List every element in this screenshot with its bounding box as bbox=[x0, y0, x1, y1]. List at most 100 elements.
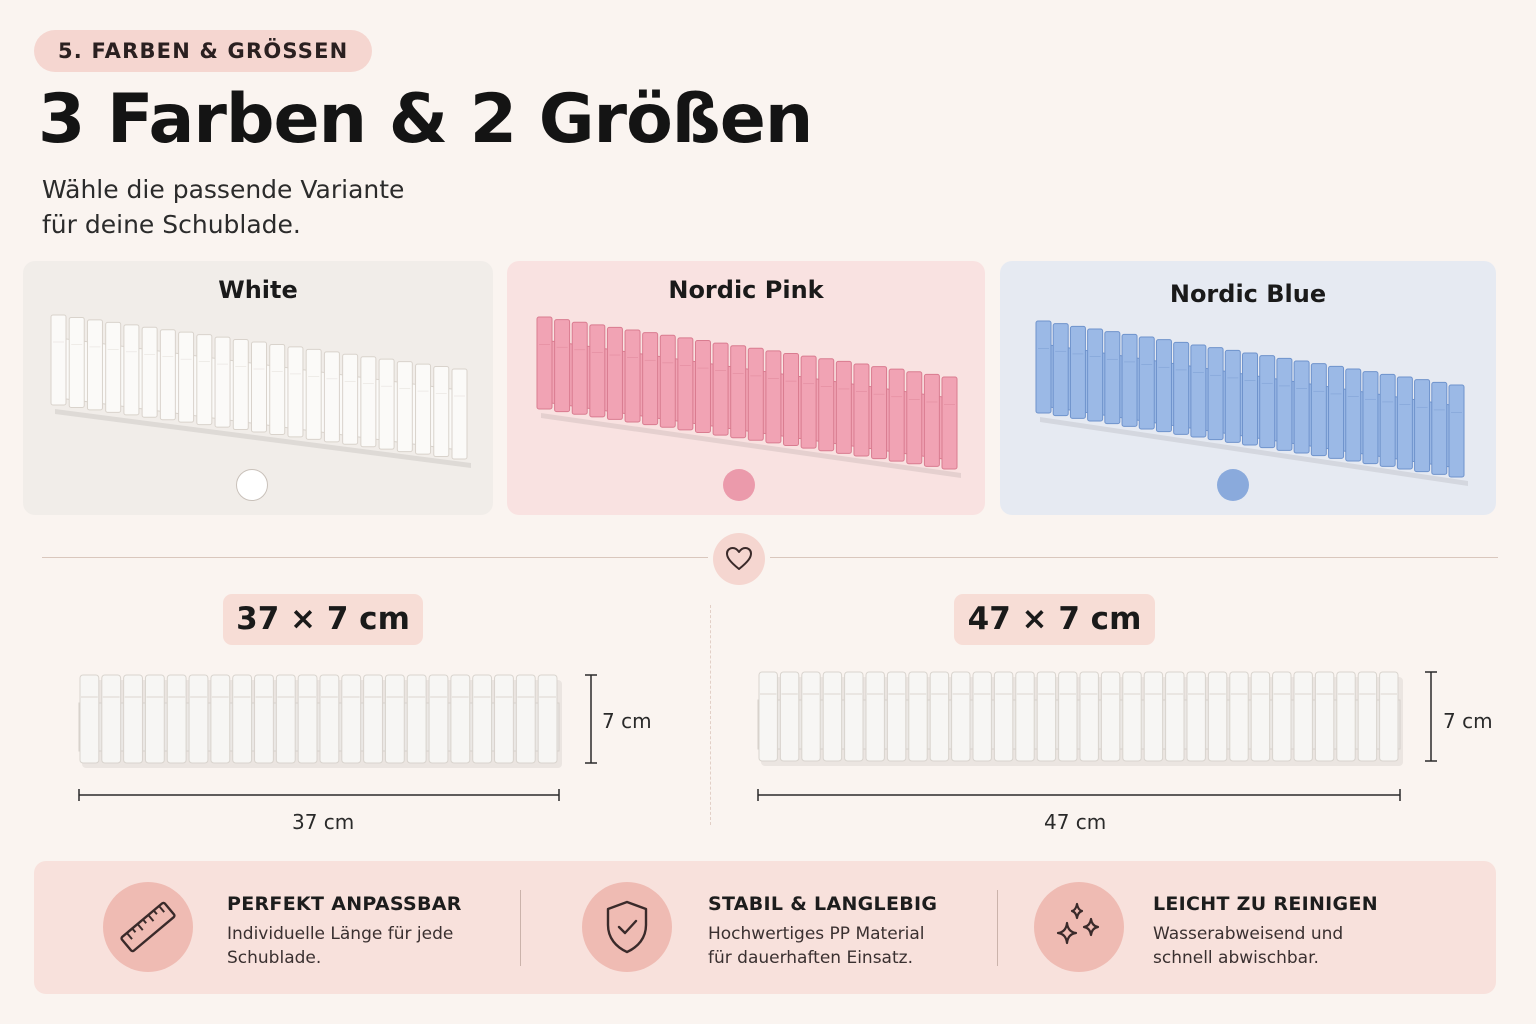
divider-slat bbox=[1293, 671, 1313, 762]
color-card-white[interactable]: White bbox=[23, 261, 493, 515]
divider-slat bbox=[1122, 671, 1142, 762]
divider-slat bbox=[1121, 333, 1138, 427]
divider-slat bbox=[1138, 336, 1155, 430]
divider-slat bbox=[86, 319, 103, 411]
size-column-divider bbox=[710, 605, 711, 825]
feature-easy-clean: LEICHT ZU REINIGEN Wasserabweisend und s… bbox=[998, 861, 1496, 994]
sparkles-icon bbox=[1056, 902, 1100, 945]
divider-slat bbox=[433, 366, 450, 458]
height-label-47: 7 cm bbox=[1443, 709, 1493, 733]
divider-slat bbox=[210, 674, 231, 764]
divider-slat bbox=[1357, 671, 1378, 762]
divider-slat bbox=[1224, 349, 1241, 443]
divider-slat bbox=[1250, 671, 1271, 762]
divider-slat bbox=[779, 671, 800, 762]
size-diagram-47cm bbox=[757, 671, 1437, 801]
divider-slat bbox=[1155, 339, 1172, 433]
divider-slat bbox=[929, 671, 950, 762]
divider-slat bbox=[606, 326, 623, 420]
divider-strip bbox=[1035, 320, 1468, 486]
ruler-icon-circle bbox=[103, 882, 193, 972]
divider-slat bbox=[941, 376, 958, 470]
divider-slat bbox=[1336, 671, 1356, 762]
divider-slat bbox=[232, 339, 249, 431]
divider-slat bbox=[123, 674, 143, 764]
divider-slat bbox=[906, 371, 923, 465]
divider-strip bbox=[536, 316, 961, 478]
divider-slat bbox=[1259, 355, 1276, 449]
feature-text-line: Hochwertiges PP Material bbox=[708, 924, 925, 944]
page-subtitle: Wähle die passende Variante für deine Sc… bbox=[42, 172, 404, 242]
divider-slat bbox=[844, 671, 864, 762]
divider-slat bbox=[196, 334, 213, 426]
sparkles-icon-circle bbox=[1034, 882, 1124, 972]
divider-slat bbox=[384, 674, 405, 764]
divider-slat bbox=[1448, 384, 1465, 478]
divider-slat bbox=[415, 363, 432, 455]
color-swatch-nordic-pink[interactable] bbox=[723, 469, 755, 501]
divider-slat bbox=[1100, 671, 1121, 762]
divider-slat bbox=[297, 674, 318, 764]
divider-slat bbox=[68, 316, 85, 408]
divider-slat bbox=[1414, 379, 1431, 473]
divider-slat bbox=[144, 674, 165, 764]
color-card-nordic-pink[interactable]: Nordic Pink bbox=[507, 261, 985, 515]
divider-slat bbox=[450, 674, 471, 764]
divider-slat bbox=[923, 373, 940, 467]
divider-slat bbox=[951, 671, 971, 762]
size-diagram-37cm bbox=[78, 674, 597, 801]
divider-slat bbox=[50, 314, 67, 406]
feature-text-line: Schublade. bbox=[227, 948, 322, 968]
height-label-37: 7 cm bbox=[602, 709, 652, 733]
divider-slat bbox=[758, 671, 778, 762]
divider-slat bbox=[800, 355, 817, 449]
divider-slat bbox=[694, 339, 711, 433]
divider-slat bbox=[783, 353, 800, 447]
divider-slat bbox=[123, 324, 140, 416]
divider-slat bbox=[1242, 352, 1258, 446]
divider-slat bbox=[515, 674, 536, 764]
divider-slat bbox=[1079, 671, 1099, 762]
divider-slat bbox=[1186, 671, 1206, 762]
divider-slat bbox=[1272, 671, 1292, 762]
divider-slat bbox=[871, 366, 888, 460]
divider-slat bbox=[305, 348, 322, 440]
divider-slat bbox=[451, 368, 468, 460]
feature-text: Wasserabweisend und schnell abwischbar. bbox=[1153, 922, 1343, 970]
size-option-37cm[interactable]: 37 × 7 cm bbox=[223, 594, 423, 645]
divider-slat bbox=[188, 674, 209, 764]
divider-slat bbox=[1173, 341, 1190, 435]
divider-slat bbox=[232, 674, 253, 764]
color-swatch-nordic-blue[interactable] bbox=[1217, 469, 1249, 501]
divider-slat bbox=[319, 674, 340, 764]
size-option-47cm[interactable]: 47 × 7 cm bbox=[954, 594, 1155, 645]
feature-text-line: für dauerhaften Einsatz. bbox=[708, 948, 913, 968]
feature-separator bbox=[997, 890, 998, 966]
divider-slat bbox=[254, 674, 274, 764]
divider-slat bbox=[141, 326, 158, 418]
divider-slat bbox=[1310, 363, 1327, 457]
divider-slat bbox=[166, 674, 187, 764]
divider-slat bbox=[1015, 671, 1035, 762]
divider-slat bbox=[1058, 671, 1078, 762]
divider-slat bbox=[269, 343, 286, 435]
shield-icon-circle bbox=[582, 882, 672, 972]
color-swatch-white[interactable] bbox=[236, 469, 268, 501]
divider-slat bbox=[801, 671, 821, 762]
feature-text: Hochwertiges PP Material für dauerhaften… bbox=[708, 922, 925, 970]
divider-slat bbox=[1379, 671, 1399, 762]
divider-slat bbox=[1165, 671, 1185, 762]
feature-separator bbox=[520, 890, 521, 966]
divider-slat bbox=[1229, 671, 1249, 762]
divider-slat bbox=[972, 671, 992, 762]
height-dimension-line bbox=[585, 674, 597, 764]
divider-slat bbox=[765, 350, 782, 444]
color-card-nordic-blue[interactable]: Nordic Blue bbox=[1000, 261, 1496, 515]
feature-durable: STABIL & LANGLEBIG Hochwertiges PP Mater… bbox=[521, 861, 997, 994]
divider-slat bbox=[571, 321, 588, 415]
divider-slat bbox=[853, 363, 870, 457]
divider-slat bbox=[1345, 368, 1362, 462]
divider-slat bbox=[287, 346, 304, 438]
section-divider bbox=[770, 557, 1498, 558]
divider-slat bbox=[251, 341, 267, 433]
